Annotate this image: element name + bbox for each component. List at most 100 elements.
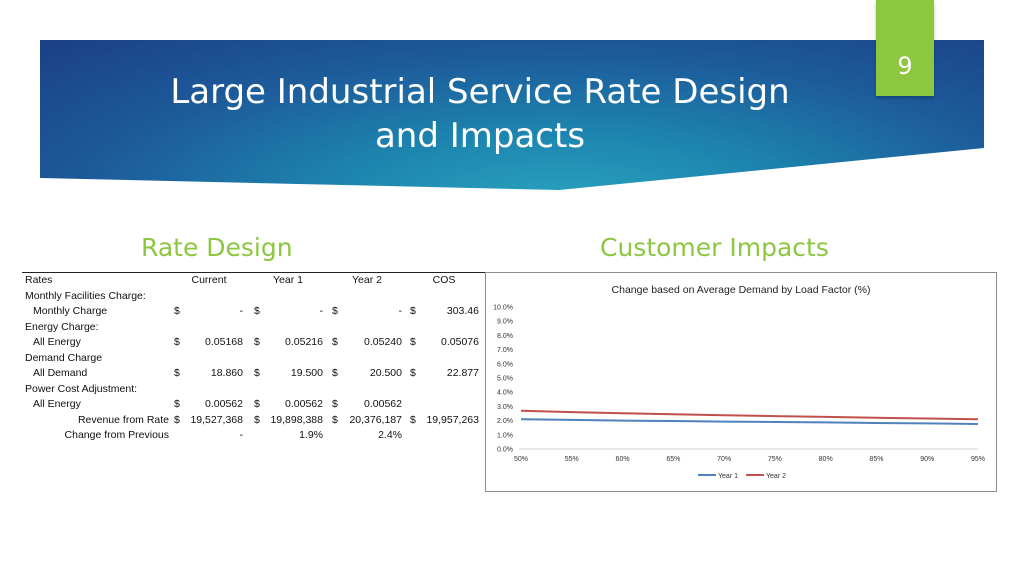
header-label: Rates bbox=[25, 274, 53, 286]
cell-value: 0.00562 bbox=[285, 398, 323, 410]
table-row: Monthly Facilities Charge: bbox=[22, 289, 486, 305]
header-col: COS bbox=[432, 274, 456, 286]
rate-design-table: Rates Current Year 1 Year 2 COS Monthly Facil… bbox=[22, 272, 486, 444]
row-label: Monthly Charge bbox=[33, 305, 108, 317]
cell-value: 19,898,388 bbox=[270, 413, 323, 426]
row-label: All Demand bbox=[33, 367, 88, 379]
header-col: Current bbox=[191, 274, 227, 286]
cell-value: 1.9% bbox=[299, 429, 323, 441]
cell-currency: $ bbox=[332, 336, 338, 348]
y-tick-label: 1.0% bbox=[497, 432, 513, 439]
table-row: Monthly Charge $ - $ - $ - $303.46 bbox=[22, 304, 486, 320]
y-tick-label: 9.0% bbox=[497, 319, 513, 326]
cell-value: 19.500 bbox=[290, 367, 323, 379]
table-row: Energy Charge: bbox=[22, 320, 486, 336]
x-tick-label: 85% bbox=[869, 456, 883, 463]
x-tick-label: 50% bbox=[514, 456, 528, 463]
cell-currency: $ bbox=[332, 413, 338, 426]
cell-currency: $ bbox=[410, 367, 416, 379]
y-tick-label: 3.0% bbox=[497, 404, 513, 411]
cell-currency: $ bbox=[174, 398, 180, 410]
row-label: All Energy bbox=[33, 336, 81, 348]
y-tick-label: 5.0% bbox=[497, 376, 513, 383]
table-row: All Energy $0.00562 $0.00562 $0.00562 bbox=[22, 397, 486, 413]
table-row: All Demand $18.860 $19.500 $20.500 $22.877 bbox=[22, 366, 486, 382]
cell-currency: $ bbox=[254, 367, 260, 379]
y-tick-label: 10.0% bbox=[493, 305, 513, 312]
x-tick-label: 90% bbox=[920, 456, 934, 463]
cell-currency: $ bbox=[174, 367, 180, 379]
cell-currency: $ bbox=[254, 413, 260, 426]
line-chart: Change based on Average Demand by Load F… bbox=[493, 284, 985, 480]
y-tick-label: 2.0% bbox=[497, 418, 513, 425]
legend-label: Year 1 bbox=[718, 473, 738, 480]
cell-currency: $ bbox=[410, 336, 416, 348]
slide-title: Large Industrial Service Rate Design and… bbox=[110, 70, 850, 158]
cell-value: - bbox=[239, 429, 244, 441]
row-section-label: Monthly Facilities Charge: bbox=[25, 289, 146, 302]
cell-value: 19,527,368 bbox=[190, 413, 243, 426]
cell-value: 22.877 bbox=[446, 367, 479, 379]
x-tick-label: 80% bbox=[819, 456, 833, 463]
series-line-year-1 bbox=[520, 418, 979, 425]
cell-value: 0.05216 bbox=[285, 336, 323, 348]
row-section-label: Power Cost Adjustment: bbox=[25, 382, 138, 395]
customer-impacts-heading: Customer Impacts bbox=[600, 233, 829, 262]
cell-value: - bbox=[398, 305, 403, 317]
x-tick-label: 60% bbox=[616, 456, 630, 463]
x-tick-label: 75% bbox=[768, 456, 782, 463]
y-tick-label: 0.0% bbox=[497, 447, 513, 454]
table-row: All Energy $0.05168 $0.05216 $0.05240 $0.050… bbox=[22, 335, 486, 351]
cell-value: 2.4% bbox=[378, 429, 402, 441]
cell-currency: $ bbox=[410, 413, 416, 426]
table-row: Power Cost Adjustment: bbox=[22, 382, 486, 398]
cell-value: 0.00562 bbox=[364, 398, 402, 410]
cell-value: 20.500 bbox=[369, 367, 402, 379]
title-line-1: Large Industrial Service Rate Design bbox=[170, 72, 790, 112]
cell-value: 303.46 bbox=[446, 305, 479, 317]
cell-currency: $ bbox=[254, 398, 260, 410]
row-section-label: Demand Charge bbox=[25, 351, 103, 364]
header-col: Year 1 bbox=[273, 274, 303, 286]
y-tick-label: 6.0% bbox=[497, 361, 513, 368]
cell-currency: $ bbox=[254, 305, 260, 317]
cell-value: - bbox=[319, 305, 324, 317]
cell-value: 0.05076 bbox=[441, 336, 479, 348]
page-number-tab: 9 bbox=[876, 0, 934, 96]
table-row: Revenue from Rate $19,527,368 $19,898,388 $… bbox=[22, 413, 486, 429]
row-label: All Energy bbox=[33, 398, 81, 410]
title-line-2: and Impacts bbox=[374, 116, 586, 156]
table-row: Change from Previous - 1.9% 2.4% bbox=[22, 428, 486, 444]
cell-currency: $ bbox=[332, 305, 338, 317]
rate-design-heading: Rate Design bbox=[141, 233, 293, 262]
cell-currency: $ bbox=[410, 305, 416, 317]
y-tick-label: 4.0% bbox=[497, 390, 513, 397]
legend-label: Year 2 bbox=[766, 473, 786, 480]
x-tick-label: 65% bbox=[666, 456, 680, 463]
cell-value: 0.05168 bbox=[205, 336, 243, 348]
chart-title: Change based on Average Demand by Load F… bbox=[612, 284, 871, 296]
table-row: Demand Charge bbox=[22, 351, 486, 367]
cell-currency: $ bbox=[332, 367, 338, 379]
cell-value: 19,957,263 bbox=[426, 413, 479, 426]
x-tick-label: 55% bbox=[565, 456, 579, 463]
cell-value: 0.00562 bbox=[205, 398, 243, 410]
cell-value: 18.860 bbox=[210, 367, 243, 379]
y-tick-label: 7.0% bbox=[497, 347, 513, 354]
series-line-year-2 bbox=[520, 409, 979, 421]
cell-value: - bbox=[239, 305, 244, 317]
customer-impacts-chart: Change based on Average Demand by Load F… bbox=[485, 272, 997, 492]
x-tick-label: 70% bbox=[717, 456, 731, 463]
cell-value: 0.05240 bbox=[364, 336, 402, 348]
x-tick-label: 95% bbox=[971, 456, 985, 463]
row-label: Change from Previous bbox=[64, 429, 169, 441]
row-label: Revenue from Rate bbox=[77, 413, 169, 426]
cell-value: 20,376,187 bbox=[349, 413, 402, 426]
cell-currency: $ bbox=[174, 413, 180, 426]
cell-currency: $ bbox=[332, 398, 338, 410]
y-tick-label: 8.0% bbox=[497, 333, 513, 340]
cell-currency: $ bbox=[254, 336, 260, 348]
table-header-row: Rates Current Year 1 Year 2 COS bbox=[22, 273, 486, 289]
cell-currency: $ bbox=[174, 336, 180, 348]
page-number: 9 bbox=[897, 52, 913, 80]
